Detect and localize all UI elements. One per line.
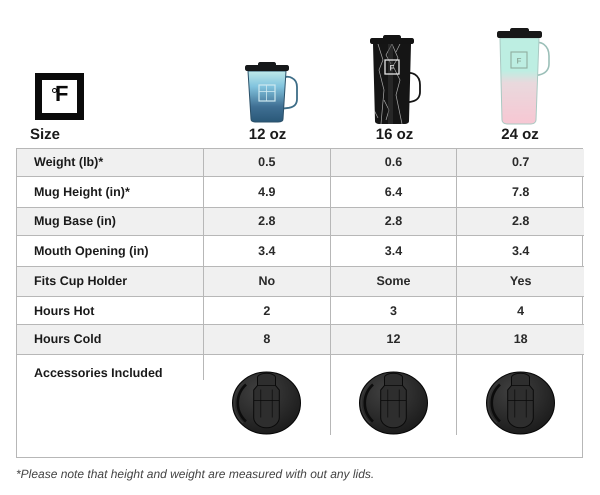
svg-text:F: F bbox=[517, 56, 522, 65]
